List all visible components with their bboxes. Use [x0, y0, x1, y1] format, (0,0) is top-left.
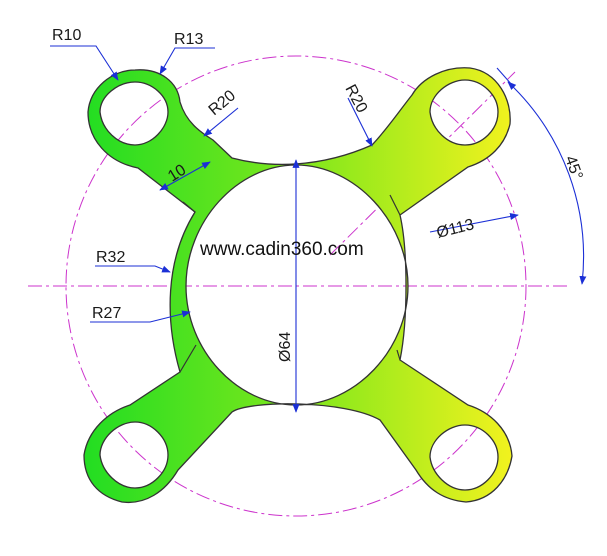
leader-r20-right: [347, 97, 373, 147]
label-r20-right: R20: [341, 82, 370, 116]
label-width-10: 10: [165, 161, 189, 185]
label-dia113: Ø113: [435, 216, 476, 242]
notch-left-bottom: [179, 344, 197, 373]
leader-r10: [50, 45, 119, 81]
label-r20-left: R20: [206, 87, 239, 119]
watermark-text: www.cadin360.com: [199, 239, 364, 260]
leader-dia113: [429, 213, 519, 233]
angle-extension-line: [496, 67, 513, 86]
dimension-angle-45: [507, 81, 587, 285]
label-angle-45: 45°: [561, 154, 585, 183]
dimension-lines: [50, 45, 587, 413]
centerlines: [28, 55, 570, 517]
label-r32: R32: [96, 249, 125, 266]
label-dia64: Ø64: [277, 332, 294, 362]
notch-left-top: [182, 201, 196, 213]
leader-r32: [95, 265, 171, 273]
label-r27: R27: [92, 305, 121, 322]
label-r10: R10: [52, 27, 81, 44]
leader-r13: [159, 47, 215, 75]
part-outline-details: [179, 194, 401, 373]
leader-r27: [90, 310, 191, 323]
part-body: [83, 67, 513, 504]
leader-r20-left: [203, 107, 239, 137]
bolt-circle-113: [65, 55, 527, 517]
notch-right-bottom: [396, 349, 401, 361]
notch-right-top: [389, 194, 401, 216]
label-r13: R13: [174, 31, 203, 48]
dimension-10: [159, 161, 211, 191]
